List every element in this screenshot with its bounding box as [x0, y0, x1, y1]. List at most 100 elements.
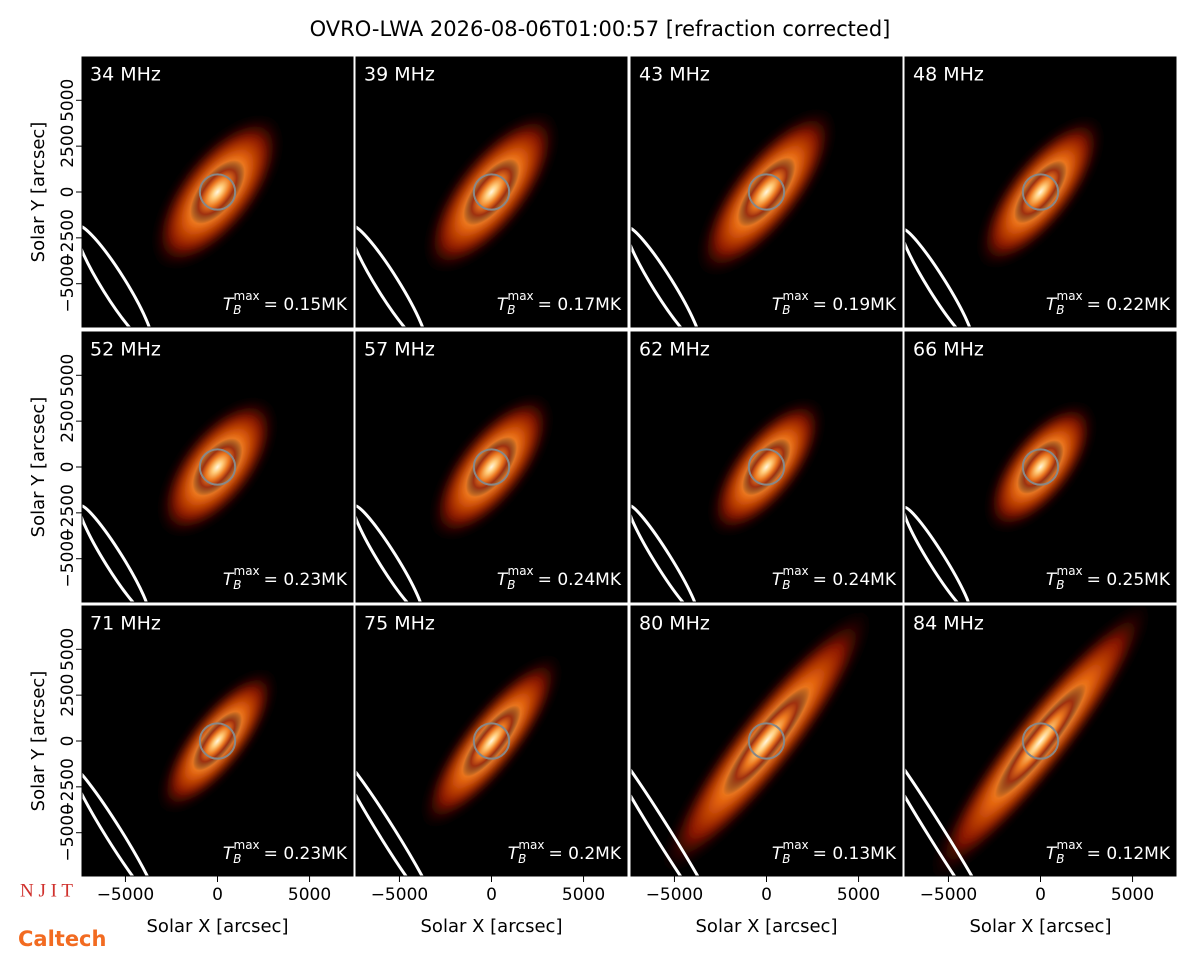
- frequency-label: 84 MHz: [913, 613, 984, 635]
- solar-disk: [198, 722, 237, 760]
- y-axis-label: Solar Y [arcsec]: [28, 671, 49, 812]
- x-tick-label: −5000: [920, 885, 978, 905]
- tb-sup: max: [1057, 838, 1083, 852]
- tb-max-label: TBmax = 0.22MK: [1046, 289, 1171, 317]
- tb-sub: B: [233, 303, 241, 317]
- image: [356, 652, 564, 876]
- tb-symbol: T: [1046, 844, 1058, 864]
- y-tick-label: −2500: [58, 484, 78, 542]
- beam: [82, 764, 159, 876]
- tb-symbol: T: [223, 570, 235, 590]
- emission-core: [1014, 160, 1067, 224]
- panel: 43 MHz TBmax = 0.19MK: [630, 56, 903, 328]
- x-axis-label: Solar X [arcsec]: [147, 916, 289, 937]
- image: [82, 667, 278, 876]
- tb-sup: max: [1057, 564, 1083, 578]
- frequency-label: 52 MHz: [90, 339, 161, 361]
- y-tick-label: 0: [58, 187, 78, 198]
- tb-sup: max: [518, 838, 544, 852]
- tb-max-label: TBmax = 0.23MK: [223, 564, 348, 592]
- y-tick-label: 2500: [58, 674, 78, 717]
- frequency-label: 34 MHz: [90, 64, 161, 86]
- y-axis-label: Solar Y [arcsec]: [28, 397, 49, 538]
- tb-max-label: TBmax = 0.17MK: [497, 289, 622, 317]
- panel: 71 MHz TBmax = 0.23MK −5000 0 5000 Solar X [ar…: [28, 605, 354, 937]
- solar-disk: [1021, 173, 1060, 211]
- tb-symbol: T: [223, 295, 235, 315]
- panel-frame: [630, 331, 903, 603]
- tb-value: = 0.22MK: [1087, 295, 1171, 315]
- tb-value: = 0.24MK: [813, 570, 897, 590]
- y-tick-label: 2500: [58, 400, 78, 443]
- tb-sup: max: [783, 564, 809, 578]
- beam: [631, 730, 729, 876]
- emission-core: [190, 160, 245, 224]
- beam: [631, 504, 700, 602]
- tb-value: = 0.15MK: [264, 295, 348, 315]
- logo-njit: N J I T: [20, 880, 73, 901]
- tb-sup: max: [234, 838, 260, 852]
- y-tick-label: 5000: [58, 79, 78, 122]
- image: [82, 113, 284, 327]
- tb-value: = 0.17MK: [538, 295, 622, 315]
- solar-disk: [747, 448, 786, 486]
- panel: 80 MHz TBmax = 0.13MK −5000 0 5000 Solar X [ar…: [630, 605, 903, 937]
- solar-disk: [198, 173, 237, 211]
- tb-value: = 0.13MK: [813, 844, 897, 864]
- y-tick-label: −2500: [58, 758, 78, 816]
- tb-max-label: TBmax = 0.19MK: [772, 289, 897, 317]
- tb-symbol: T: [497, 295, 509, 315]
- tb-max-label: TBmax = 0.13MK: [772, 838, 897, 866]
- panel: 75 MHz TBmax = 0.2MK −5000 0 5000 Solar X [arc…: [355, 605, 628, 937]
- image: [631, 396, 826, 602]
- y-tick-label: −5000: [58, 804, 78, 862]
- tb-sub: B: [233, 852, 241, 866]
- tb-max-label: TBmax = 0.15MK: [223, 289, 348, 317]
- tb-sup: max: [508, 289, 534, 303]
- x-axis-label: Solar X [arcsec]: [970, 916, 1112, 937]
- image: [356, 109, 560, 327]
- tb-value: = 0.23MK: [264, 570, 348, 590]
- tb-sub: B: [782, 578, 790, 592]
- tb-value: = 0.2MK: [549, 844, 622, 864]
- frequency-label: 80 MHz: [639, 613, 710, 635]
- frequency-label: 48 MHz: [913, 64, 984, 86]
- beam: [82, 504, 151, 602]
- logo-caltech: Caltech: [18, 927, 106, 951]
- tb-symbol: T: [772, 570, 784, 590]
- solar-disk: [747, 173, 786, 211]
- panel: 34 MHz TBmax = 0.15MK −5000−2500 0 2500 5000 So…: [28, 56, 354, 328]
- image: [631, 106, 838, 327]
- panel-frame: [904, 56, 1177, 328]
- solar-disk: [1021, 722, 1060, 760]
- tb-symbol: T: [772, 844, 784, 864]
- frequency-label: 62 MHz: [639, 339, 710, 361]
- solar-disk: [198, 448, 237, 486]
- tb-sub: B: [782, 852, 790, 866]
- tb-sup: max: [1057, 289, 1083, 303]
- y-tick-label: −5000: [58, 255, 78, 313]
- panel-frame: [355, 56, 628, 328]
- tb-sub: B: [1056, 852, 1064, 866]
- beam: [905, 227, 975, 327]
- tb-symbol: T: [1046, 570, 1058, 590]
- emission-core: [192, 711, 243, 771]
- panel: 62 MHz TBmax = 0.24MK: [630, 331, 903, 603]
- panel-frame: [355, 331, 628, 603]
- panel-frame: [904, 331, 1177, 603]
- chart-title: OVRO-LWA 2026-08-06T01:00:57 [refraction…: [310, 17, 891, 41]
- tb-max-label: TBmax = 0.24MK: [497, 564, 622, 592]
- x-axis-label: Solar X [arcsec]: [421, 916, 563, 937]
- tb-symbol: T: [1046, 295, 1058, 315]
- image: [905, 114, 1105, 327]
- x-axis-label: Solar X [arcsec]: [696, 916, 838, 937]
- x-tick-label: 0: [761, 885, 772, 905]
- beam: [356, 504, 425, 602]
- tb-sup: max: [234, 564, 260, 578]
- frequency-label: 39 MHz: [364, 64, 435, 86]
- image: [905, 606, 1154, 876]
- tb-sup: max: [783, 289, 809, 303]
- panel: 48 MHz TBmax = 0.22MK: [904, 56, 1177, 328]
- tb-value: = 0.12MK: [1087, 844, 1171, 864]
